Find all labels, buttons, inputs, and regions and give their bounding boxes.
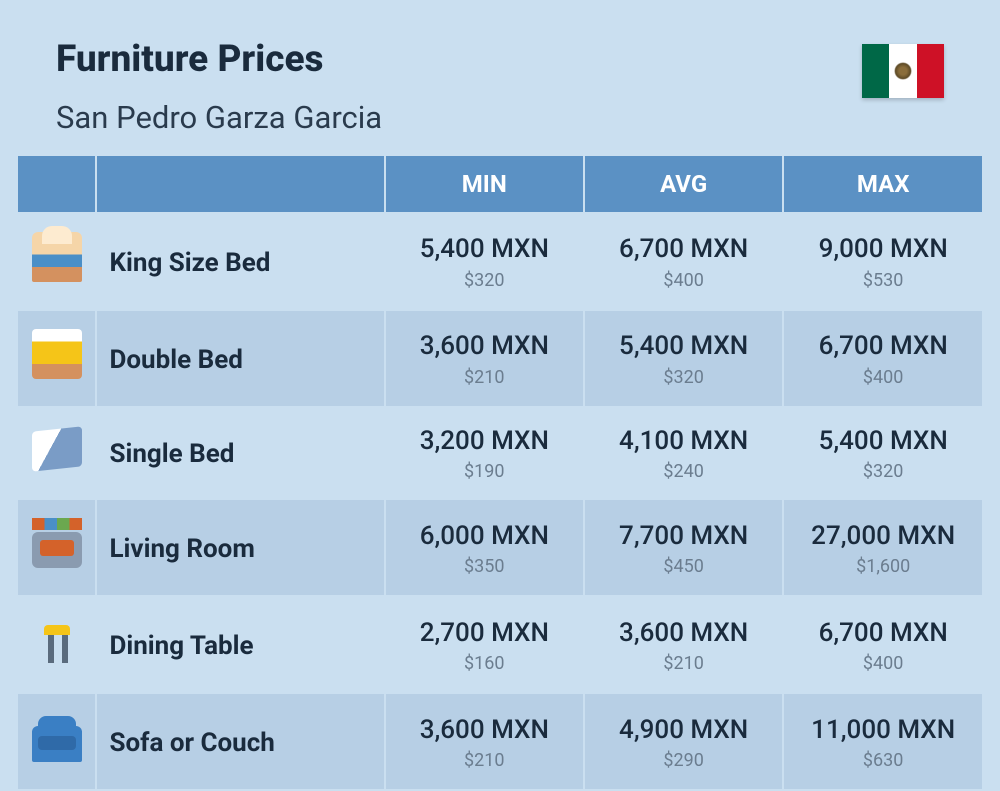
table-row: Dining Table 2,700 MXN $160 3,600 MXN $2… — [18, 597, 982, 692]
avg-cell: 4,100 MXN $240 — [585, 408, 782, 498]
price-usd: $400 — [585, 270, 782, 291]
header-avg: AVG — [585, 156, 782, 212]
price-usd: $290 — [585, 750, 782, 771]
min-cell: 2,700 MXN $160 — [386, 597, 583, 692]
price-mxn: 6,700 MXN — [784, 331, 982, 362]
price-usd: $400 — [784, 367, 982, 388]
page-title: Furniture Prices — [56, 38, 382, 81]
price-mxn: 5,400 MXN — [585, 331, 782, 362]
min-cell: 5,400 MXN $320 — [386, 214, 583, 309]
price-table-container: Furniture Prices San Pedro Garza Garcia … — [0, 0, 1000, 791]
price-usd: $320 — [784, 461, 982, 482]
header-icon-col — [18, 156, 95, 212]
item-name: Double Bed — [97, 311, 383, 406]
min-cell: 3,600 MXN $210 — [386, 311, 583, 406]
max-cell: 11,000 MXN $630 — [784, 694, 982, 789]
price-mxn: 3,200 MXN — [386, 426, 583, 457]
price-usd: $320 — [386, 270, 583, 291]
price-mxn: 4,100 MXN — [585, 426, 782, 457]
price-usd: $1,600 — [784, 556, 982, 577]
min-cell: 3,600 MXN $210 — [386, 694, 583, 789]
item-name: Sofa or Couch — [97, 694, 383, 789]
price-usd: $240 — [585, 461, 782, 482]
dining-table-icon — [18, 597, 95, 692]
price-mxn: 5,400 MXN — [784, 426, 982, 457]
min-cell: 6,000 MXN $350 — [386, 500, 583, 595]
max-cell: 9,000 MXN $530 — [784, 214, 982, 309]
header: Furniture Prices San Pedro Garza Garcia — [16, 38, 984, 136]
price-usd: $530 — [784, 270, 982, 291]
page-subtitle: San Pedro Garza Garcia — [56, 99, 382, 136]
furniture-price-table: MIN AVG MAX King Size Bed 5,400 MXN $320… — [16, 154, 984, 791]
avg-cell: 5,400 MXN $320 — [585, 311, 782, 406]
table-body: King Size Bed 5,400 MXN $320 6,700 MXN $… — [18, 214, 982, 789]
item-name: King Size Bed — [97, 214, 383, 309]
price-mxn: 5,400 MXN — [386, 234, 583, 265]
table-row: Single Bed 3,200 MXN $190 4,100 MXN $240… — [18, 408, 982, 498]
price-usd: $320 — [585, 367, 782, 388]
price-usd: $350 — [386, 556, 583, 577]
price-mxn: 3,600 MXN — [386, 715, 583, 746]
price-mxn: 2,700 MXN — [386, 618, 583, 649]
header-max: MAX — [784, 156, 982, 212]
single-bed-icon — [18, 408, 95, 498]
table-row: Double Bed 3,600 MXN $210 5,400 MXN $320… — [18, 311, 982, 406]
price-usd: $210 — [585, 653, 782, 674]
price-mxn: 3,600 MXN — [585, 618, 782, 649]
header-text: Furniture Prices San Pedro Garza Garcia — [56, 38, 382, 136]
living-room-icon — [18, 500, 95, 595]
mexico-flag-icon — [862, 44, 944, 98]
header-min: MIN — [386, 156, 583, 212]
price-mxn: 9,000 MXN — [784, 234, 982, 265]
double-bed-icon — [18, 311, 95, 406]
king-bed-icon — [18, 214, 95, 309]
max-cell: 5,400 MXN $320 — [784, 408, 982, 498]
price-usd: $450 — [585, 556, 782, 577]
table-row: Living Room 6,000 MXN $350 7,700 MXN $45… — [18, 500, 982, 595]
price-mxn: 6,000 MXN — [386, 521, 583, 552]
price-mxn: 11,000 MXN — [784, 715, 982, 746]
table-row: Sofa or Couch 3,600 MXN $210 4,900 MXN $… — [18, 694, 982, 789]
price-mxn: 27,000 MXN — [784, 521, 982, 552]
sofa-icon — [18, 694, 95, 789]
price-usd: $190 — [386, 461, 583, 482]
item-name: Single Bed — [97, 408, 383, 498]
item-name: Living Room — [97, 500, 383, 595]
max-cell: 27,000 MXN $1,600 — [784, 500, 982, 595]
price-mxn: 7,700 MXN — [585, 521, 782, 552]
avg-cell: 7,700 MXN $450 — [585, 500, 782, 595]
price-usd: $400 — [784, 653, 982, 674]
price-usd: $210 — [386, 750, 583, 771]
price-mxn: 4,900 MXN — [585, 715, 782, 746]
max-cell: 6,700 MXN $400 — [784, 311, 982, 406]
price-usd: $160 — [386, 653, 583, 674]
price-mxn: 6,700 MXN — [784, 618, 982, 649]
avg-cell: 4,900 MXN $290 — [585, 694, 782, 789]
min-cell: 3,200 MXN $190 — [386, 408, 583, 498]
avg-cell: 3,600 MXN $210 — [585, 597, 782, 692]
max-cell: 6,700 MXN $400 — [784, 597, 982, 692]
price-mxn: 6,700 MXN — [585, 234, 782, 265]
item-name: Dining Table — [97, 597, 383, 692]
table-row: King Size Bed 5,400 MXN $320 6,700 MXN $… — [18, 214, 982, 309]
price-mxn: 3,600 MXN — [386, 331, 583, 362]
table-header-row: MIN AVG MAX — [18, 156, 982, 212]
avg-cell: 6,700 MXN $400 — [585, 214, 782, 309]
price-usd: $630 — [784, 750, 982, 771]
price-usd: $210 — [386, 367, 583, 388]
header-name-col — [97, 156, 383, 212]
